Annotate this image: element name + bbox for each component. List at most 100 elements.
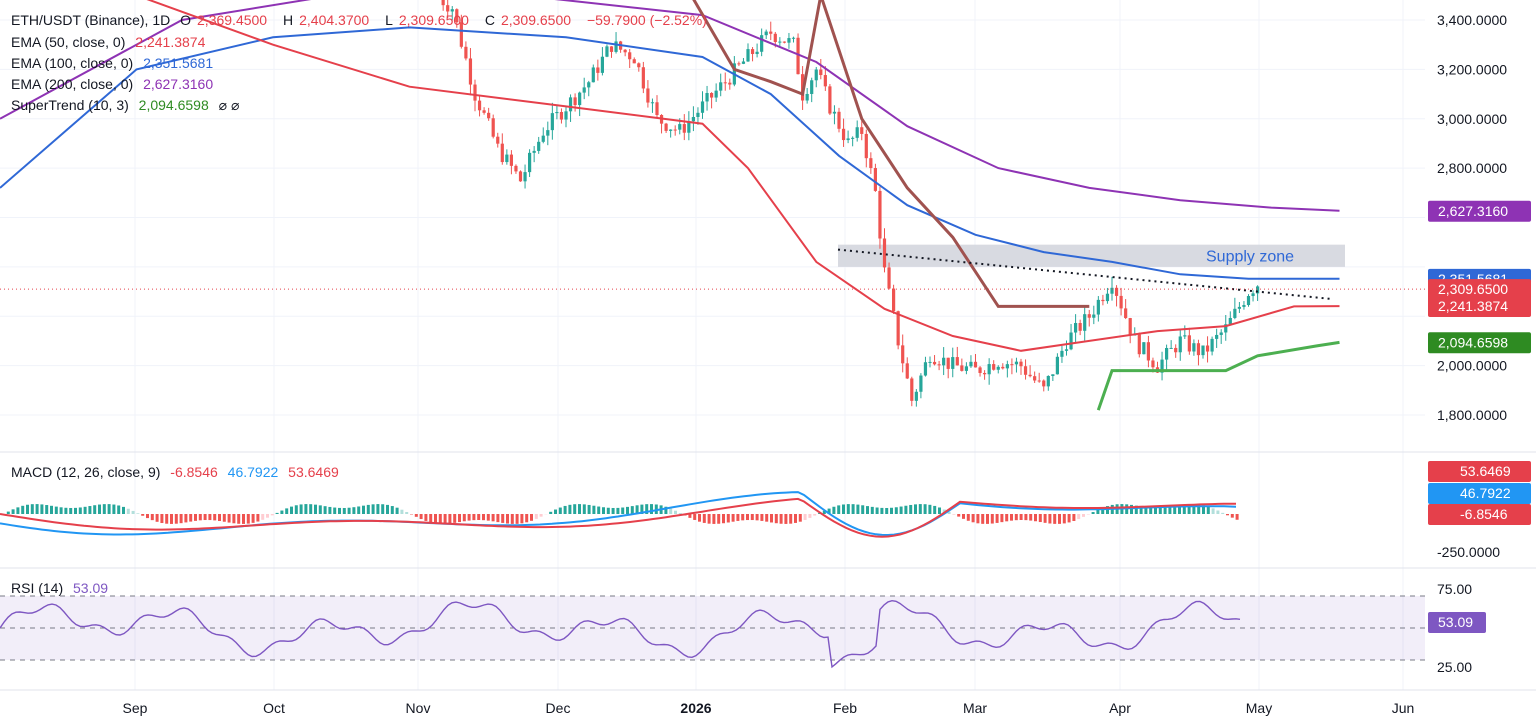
macd-signal-line	[0, 497, 1236, 538]
macd-hist-bar	[64, 507, 68, 514]
price-badge-label: 2,309.6500	[1438, 281, 1508, 297]
candle-body	[1165, 347, 1169, 360]
macd-hist-bar	[549, 511, 553, 514]
macd-hist-bar	[870, 506, 874, 514]
time-tick-label: Dec	[546, 700, 571, 716]
macd-hist-bar	[146, 514, 149, 519]
macd-hist-bar	[1163, 507, 1167, 514]
macd-hist-bar	[362, 505, 365, 514]
supertrend-legend[interactable]: SuperTrend (10, 3) 2,094.6598 ⌀ ⌀	[11, 95, 245, 115]
rsi-legend[interactable]: RSI (14) 53.09	[11, 578, 114, 598]
candle-body	[914, 391, 918, 401]
macd-hist-bar	[1192, 504, 1196, 514]
candle-body	[450, 9, 454, 12]
price-badge	[1428, 200, 1531, 222]
macd-hist-bar	[712, 514, 716, 524]
candle-body	[1033, 376, 1037, 381]
price-badge	[1428, 332, 1531, 354]
candle-body	[782, 41, 786, 43]
macd-hist-bar	[530, 514, 533, 521]
candle-body	[546, 130, 550, 136]
macd-hist-bar	[1168, 506, 1172, 514]
macd-hist-bar	[635, 505, 639, 514]
macd-hist-bar	[770, 514, 773, 523]
candle-body	[851, 137, 855, 139]
macd-hist-bar	[899, 506, 903, 514]
macd-hist-bar	[587, 504, 591, 514]
candle-body	[1242, 305, 1246, 307]
macd-hist-bar	[986, 514, 989, 524]
macd-hist-bar	[434, 514, 437, 524]
macd-hist-bar	[947, 511, 951, 514]
macd-badge-label: 53.6469	[1460, 463, 1511, 479]
candle-body	[487, 112, 491, 119]
candle-body	[1114, 287, 1119, 296]
macd-hist-bar	[688, 514, 692, 518]
macd-badge	[1428, 504, 1531, 525]
macd-hist-bar	[933, 505, 937, 514]
macd-hist-bar	[1091, 512, 1095, 514]
candle-body	[1187, 335, 1191, 352]
candle-body	[1064, 349, 1069, 351]
macd-hist-bar	[477, 514, 481, 521]
candle-body	[1042, 380, 1046, 387]
time-tick-label: Oct	[263, 700, 285, 716]
ema100-label: EMA (100, close, 0)	[11, 55, 134, 71]
macd-hist-bar	[1221, 512, 1225, 514]
macd-hist-bar	[1048, 514, 1052, 524]
candle-body	[714, 90, 718, 98]
candle-body	[655, 102, 659, 116]
candle-body	[805, 93, 809, 101]
candle-body	[796, 37, 800, 75]
macd-hist-bar	[21, 505, 25, 514]
macd-hist-bar	[304, 504, 308, 514]
macd-hist-bar	[414, 514, 418, 517]
macd-hist-bar	[405, 512, 409, 514]
candle-body	[910, 378, 914, 401]
macd-badge	[1428, 483, 1531, 504]
ema100-line	[0, 26, 1340, 280]
macd-hist-bar	[218, 514, 221, 521]
macd-hist-bar	[141, 514, 145, 516]
candle-body	[996, 366, 1000, 370]
ema100-legend[interactable]: EMA (100, close, 0) 2,351.5681	[11, 53, 219, 73]
candle-body	[1096, 299, 1100, 315]
rsi-badge	[1428, 612, 1486, 634]
ema50-legend[interactable]: EMA (50, close, 0) 2,241.3874	[11, 32, 211, 52]
macd-legend[interactable]: MACD (12, 26, close, 9) -6.8546 46.7922 …	[11, 462, 345, 482]
candle-body	[987, 364, 991, 375]
macd-hist-bar	[789, 514, 793, 524]
macd-hist-bar	[59, 507, 63, 514]
macd-hist-bar	[448, 514, 452, 524]
macd-hist-bar	[592, 505, 596, 514]
macd-hist-bar	[510, 514, 514, 524]
candle-body	[1083, 314, 1087, 331]
candle-body	[1092, 314, 1096, 318]
macd-hist-bar	[755, 514, 759, 521]
macd-hist-bar	[1101, 507, 1105, 514]
candle-body	[1078, 323, 1082, 331]
macd-hist-bar	[198, 514, 202, 521]
macd-hist-bar	[290, 506, 293, 514]
candle-body	[1110, 287, 1114, 294]
candle-body	[964, 366, 968, 371]
candle-body	[441, 0, 445, 6]
price-badge	[1428, 279, 1531, 301]
macd-hist-bar	[266, 514, 269, 518]
rsi-badge-label: 53.09	[1438, 614, 1473, 630]
candle-body	[928, 361, 932, 363]
visibility-toggle-icon[interactable]: ⌀ ⌀	[218, 97, 240, 113]
macd-hist-bar	[1235, 514, 1239, 520]
macd-hist-bar	[93, 505, 97, 514]
macd-hist-bar	[669, 508, 673, 514]
macd-hist-bar	[995, 514, 999, 523]
macd-hist-bar	[270, 514, 274, 516]
supertrend-label: SuperTrend (10, 3)	[11, 97, 129, 113]
macd-hist-bar	[11, 509, 15, 514]
ema200-legend[interactable]: EMA (200, close, 0) 2,627.3160	[11, 74, 219, 94]
candle-body	[787, 38, 791, 43]
macd-hist-bar	[861, 505, 865, 514]
candle-body	[1215, 334, 1219, 339]
candle-body	[960, 365, 964, 371]
